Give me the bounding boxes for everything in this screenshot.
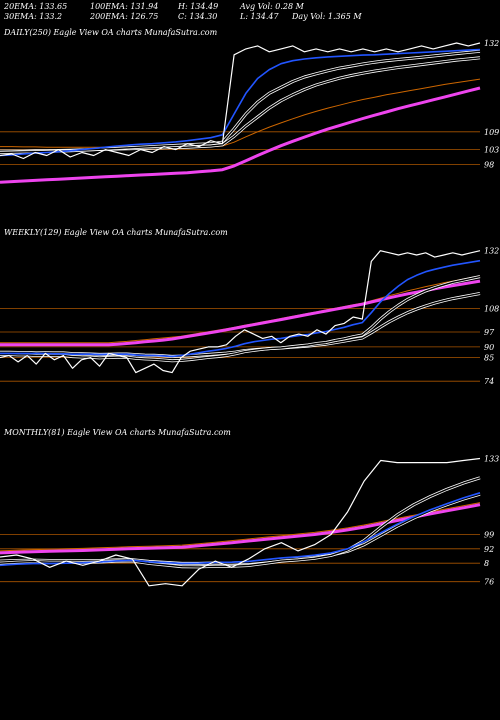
ema100-readout: 100EMA: 131.94 bbox=[90, 2, 159, 11]
ema-fast-line bbox=[0, 275, 481, 363]
y-tick-label: 8 bbox=[484, 559, 489, 568]
y-tick-label: 92 bbox=[484, 545, 494, 554]
ema-blue-line bbox=[0, 48, 481, 157]
weekly-chart: 132 108 97 90 85 74 bbox=[0, 247, 499, 386]
ema-blue-line bbox=[0, 259, 481, 358]
y-tick-label: 97 bbox=[484, 328, 495, 337]
ema-mid-line bbox=[0, 493, 481, 565]
y-tick-label: 133 bbox=[484, 455, 499, 464]
avg-volume-readout: Avg Vol: 0.28 M bbox=[240, 2, 304, 11]
low-readout: L: 134.47 bbox=[240, 12, 279, 21]
close-readout: C: 134.30 bbox=[178, 12, 218, 21]
daily-panel-title: DAILY(250) Eagle View OA charts MunafaSu… bbox=[4, 28, 218, 37]
weekly-panel-title: WEEKLY(129) Eagle View OA charts MunafaS… bbox=[4, 228, 228, 237]
ema-magenta-line bbox=[0, 279, 481, 347]
y-tick-label: 74 bbox=[484, 377, 494, 386]
y-tick-label: 85 bbox=[484, 354, 494, 363]
ema20-readout: 20EMA: 133.65 bbox=[4, 2, 68, 11]
ema-orange-line bbox=[0, 502, 481, 552]
y-tick-label: 108 bbox=[484, 304, 499, 313]
y-tick-label: 99 bbox=[484, 531, 494, 540]
ema-magenta-line bbox=[0, 86, 481, 184]
daily-chart: 132 109 103 98 bbox=[0, 39, 499, 184]
y-tick-label: 132 bbox=[484, 247, 499, 256]
y-tick-label: 90 bbox=[484, 343, 494, 352]
ema-mid-line bbox=[0, 492, 481, 565]
weekly-panel: WEEKLY(129) Eagle View OA charts MunafaS… bbox=[0, 226, 500, 426]
price-line bbox=[0, 457, 481, 587]
monthly-panel: MONTHLY(81) Eagle View OA charts MunafaS… bbox=[0, 426, 500, 626]
ema-fast-line bbox=[0, 275, 481, 362]
ema200-readout: 200EMA: 126.75 bbox=[90, 12, 159, 21]
indicator-header: 20EMA: 133.65 100EMA: 131.94 H: 134.49 A… bbox=[2, 0, 498, 24]
ema30-readout: 30EMA: 133.2 bbox=[4, 12, 63, 21]
high-readout: H: 134.49 bbox=[178, 2, 219, 11]
y-tick-label: 103 bbox=[484, 146, 499, 155]
ema-magenta-line bbox=[0, 503, 481, 555]
monthly-panel-title: MONTHLY(81) Eagle View OA charts MunafaS… bbox=[4, 428, 231, 437]
ema-blue-line bbox=[0, 492, 481, 567]
ema-orange-line bbox=[0, 78, 481, 148]
y-tick-label: 98 bbox=[484, 160, 494, 169]
y-tick-label: 109 bbox=[484, 128, 499, 137]
daily-panel: DAILY(250) Eagle View OA charts MunafaSu… bbox=[0, 26, 500, 226]
day-volume-readout: Day Vol: 1.365 M bbox=[292, 12, 362, 21]
y-tick-label: 76 bbox=[484, 578, 494, 587]
monthly-chart: 133 99 92 8 76 bbox=[0, 455, 499, 587]
y-tick-label: 132 bbox=[484, 39, 499, 48]
price-line bbox=[0, 250, 481, 374]
price-line bbox=[0, 42, 481, 160]
